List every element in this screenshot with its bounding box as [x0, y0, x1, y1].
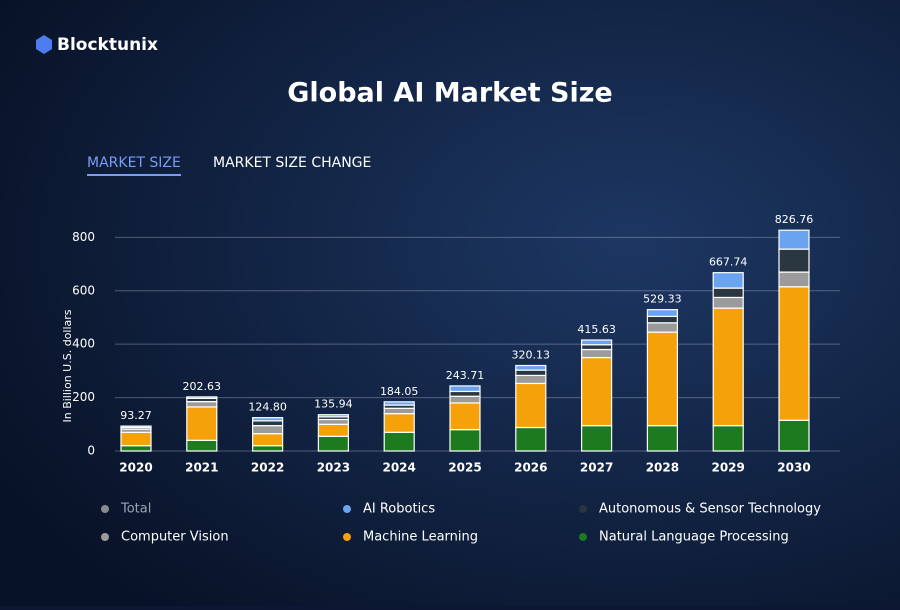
bar-segment — [515, 364, 547, 371]
total-label: 243.71 — [446, 369, 485, 382]
bar-segment — [712, 272, 744, 289]
bar-segment — [646, 331, 679, 427]
bar-segment — [186, 406, 218, 441]
y-tick-label: 400 — [72, 337, 95, 351]
x-tick-label: 2022 — [251, 461, 284, 475]
total-label: 135.94 — [314, 398, 353, 411]
bar-segment — [317, 414, 349, 418]
bar-segment — [449, 402, 481, 431]
bar-segment — [186, 400, 218, 408]
bar-segment — [580, 344, 613, 351]
bar-segment — [120, 445, 152, 452]
total-label: 93.27 — [120, 409, 152, 422]
tab[interactable]: MARKET SIZE — [87, 155, 181, 171]
x-tick-label: 2020 — [119, 461, 152, 475]
bar-segment — [449, 385, 481, 393]
bar-segment — [120, 425, 152, 429]
bar-segment — [778, 419, 810, 452]
x-tick-label: 2024 — [382, 461, 415, 475]
bar-segment — [252, 445, 284, 452]
total-label: 667.74 — [709, 256, 748, 269]
bar-segment — [646, 309, 679, 318]
bar-segment — [383, 401, 415, 406]
legend-marker — [579, 505, 587, 513]
x-tick-label: 2028 — [646, 461, 679, 475]
bar-segment — [449, 429, 481, 452]
chart-title: Global AI Market Size — [287, 78, 613, 109]
bar-segment — [317, 423, 349, 437]
legend-label: Autonomous & Sensor Technology — [599, 502, 821, 517]
legend-label: Computer Vision — [121, 530, 229, 545]
tab-underline — [87, 174, 181, 176]
y-axis-label: In Billion U.S. dollars — [61, 309, 74, 422]
bar-segment — [778, 286, 810, 421]
bar-segment — [317, 418, 349, 425]
bar-segment — [580, 339, 613, 346]
bar-segment — [449, 395, 481, 404]
y-tick-label: 800 — [72, 230, 95, 244]
legend-marker — [343, 533, 351, 541]
legend-marker — [343, 505, 351, 513]
bar-segment — [712, 287, 744, 299]
bar-segment — [515, 382, 547, 429]
total-label: 124.80 — [248, 401, 287, 414]
total-label: 529.33 — [643, 293, 682, 306]
bar-segment — [712, 425, 744, 452]
legend-marker — [101, 505, 109, 513]
total-label: 320.13 — [512, 349, 551, 362]
x-tick-label: 2029 — [711, 461, 744, 475]
bar-segment — [186, 396, 218, 399]
bar-segment — [515, 374, 547, 385]
bar-segment — [778, 271, 810, 288]
bar-segment — [778, 229, 810, 250]
tab[interactable]: MARKET SIZE CHANGE — [213, 155, 371, 171]
x-tick-label: 2030 — [777, 461, 810, 475]
x-tick-label: 2023 — [317, 461, 350, 475]
y-tick-label: 0 — [87, 444, 95, 458]
x-tick-label: 2025 — [448, 461, 481, 475]
x-tick-label: 2027 — [580, 461, 613, 475]
bar-segment — [252, 425, 284, 435]
legend-label: Machine Learning — [363, 530, 478, 545]
total-label: 184.05 — [380, 385, 419, 398]
bar-segment — [580, 425, 613, 452]
bar-segment — [383, 431, 415, 452]
bar-segment — [252, 417, 284, 422]
y-tick-label: 200 — [72, 390, 95, 404]
bar-segment — [317, 435, 349, 452]
legend-marker — [579, 533, 587, 541]
bar-segment — [383, 407, 415, 415]
legend-label: AI Robotics — [363, 502, 435, 517]
bar-segment — [252, 433, 284, 447]
total-label: 826.76 — [775, 213, 814, 226]
bar-segment — [120, 431, 152, 447]
bar-segment — [515, 426, 547, 452]
bar-segment — [646, 322, 679, 333]
bar-segment — [646, 425, 679, 452]
bar-segment — [252, 420, 284, 427]
total-label: 415.63 — [577, 323, 616, 336]
bar-segment — [646, 315, 679, 324]
bar-segment — [580, 356, 613, 427]
total-label: 202.63 — [183, 380, 222, 393]
bar-segment — [449, 390, 481, 397]
bar-segment — [778, 248, 810, 273]
x-tick-label: 2026 — [514, 461, 547, 475]
bar-segment — [383, 413, 415, 433]
bar-segment — [712, 296, 744, 309]
bar-segment — [580, 348, 613, 359]
y-tick-label: 600 — [72, 283, 95, 297]
brand: Blocktunix — [57, 35, 158, 55]
legend-marker — [101, 533, 109, 541]
bar-segment — [712, 307, 744, 427]
bar-segment — [186, 439, 218, 452]
x-tick-label: 2021 — [185, 461, 218, 475]
logo-icon — [36, 35, 52, 54]
legend-label: Natural Language Processing — [599, 530, 789, 545]
bar-segment — [515, 369, 547, 377]
legend-label: Total — [120, 502, 151, 517]
